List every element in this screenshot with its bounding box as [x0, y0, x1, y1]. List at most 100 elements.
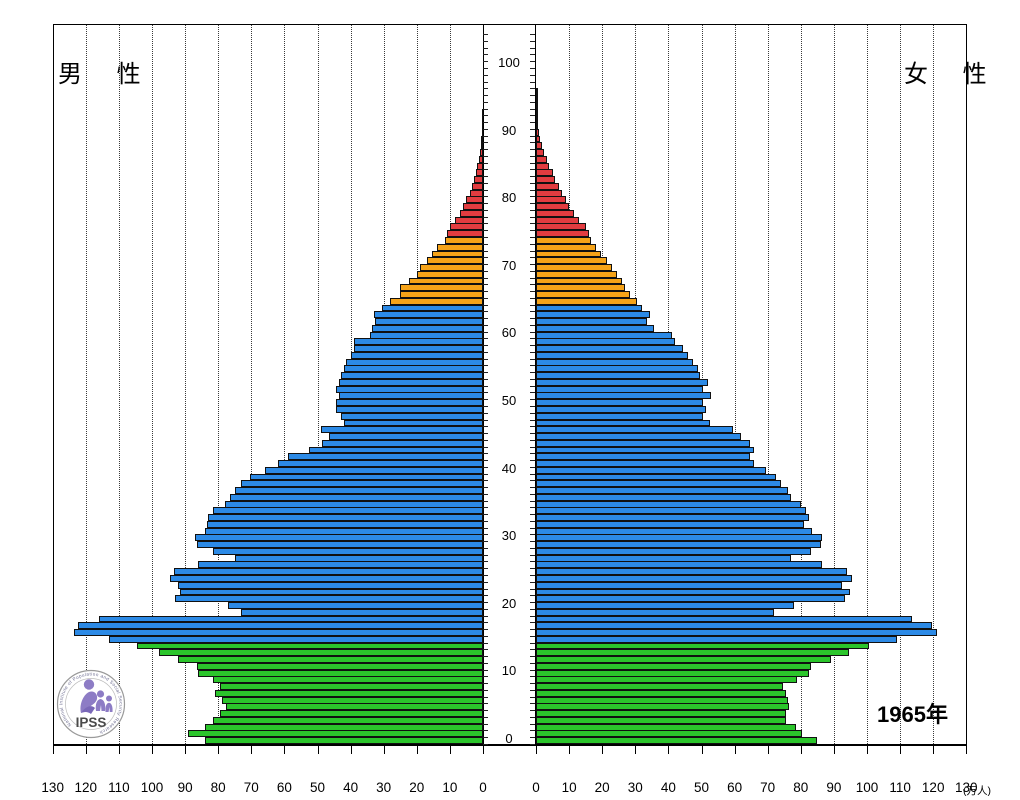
bar-female-age-6 — [536, 696, 788, 704]
age-tick — [529, 730, 535, 732]
age-tick — [529, 541, 535, 543]
bar-male-age-13 — [158, 649, 483, 657]
x-axis-tick — [383, 745, 385, 754]
age-tick — [483, 101, 488, 103]
age-tick — [483, 527, 488, 529]
bar-female-age-94 — [536, 101, 538, 109]
age-tick — [529, 439, 535, 441]
x-label-90: 90 — [826, 780, 842, 795]
x-axis-tick — [800, 745, 802, 754]
age-tick — [529, 689, 535, 691]
age-tick — [529, 547, 535, 549]
bar-male-age-60 — [370, 331, 483, 339]
age-tick — [529, 602, 535, 604]
bar-female-age-44 — [536, 439, 750, 447]
age-tick — [483, 419, 488, 421]
bar-female-age-80 — [536, 196, 566, 204]
age-tick — [483, 338, 488, 340]
bar-male-age-25 — [173, 568, 483, 576]
bar-male-age-15 — [108, 635, 483, 643]
age-tick — [529, 122, 535, 124]
age-tick — [483, 61, 488, 63]
bar-male-age-45 — [329, 433, 483, 440]
age-tick — [483, 284, 488, 286]
x-label-60: 60 — [727, 780, 743, 795]
x-label-40: 40 — [660, 780, 676, 795]
x-axis-tick — [118, 745, 120, 754]
age-label-70: 70 — [501, 257, 517, 273]
x-label-130: 130 — [955, 780, 978, 795]
bar-male-age-46 — [320, 426, 483, 434]
bar-female-age-52 — [536, 385, 704, 393]
gridline — [833, 24, 835, 744]
bar-female-age-65 — [536, 297, 637, 305]
age-tick — [529, 351, 535, 353]
age-tick — [529, 716, 535, 718]
age-label-60: 60 — [501, 325, 517, 341]
age-tick — [483, 162, 488, 164]
bar-female-age-73 — [536, 243, 596, 251]
age-tick — [529, 534, 535, 536]
age-tick — [529, 392, 535, 394]
age-tick — [529, 581, 535, 583]
bar-female-age-20 — [536, 602, 795, 609]
age-tick — [483, 669, 488, 671]
x-axis-tick — [284, 745, 286, 754]
age-tick — [529, 615, 535, 617]
age-tick — [483, 250, 488, 252]
x-label-70: 70 — [760, 780, 776, 795]
bar-male-age-86 — [478, 155, 483, 163]
age-tick — [483, 142, 488, 144]
axis-unit-label: (万人) — [963, 785, 991, 797]
bar-female-age-45 — [536, 433, 742, 440]
bar-female-age-84 — [536, 169, 553, 177]
bar-female-age-0 — [536, 737, 818, 745]
age-tick — [483, 358, 488, 360]
age-tick — [483, 629, 488, 631]
age-tick — [483, 703, 488, 705]
bar-male-age-18 — [99, 615, 483, 623]
age-tick — [483, 311, 488, 313]
bar-female-age-64 — [536, 304, 642, 312]
bar-female-age-12 — [536, 656, 831, 663]
age-tick — [483, 487, 488, 489]
male-side-label: 男 性 — [58, 61, 155, 88]
age-tick — [529, 683, 535, 685]
age-tick — [529, 128, 535, 130]
bar-female-age-91 — [536, 122, 538, 129]
age-tick — [529, 216, 535, 218]
age-tick — [529, 676, 535, 678]
x-axis-tick — [701, 745, 703, 754]
bar-female-age-39 — [536, 473, 776, 481]
bar-male-age-85 — [477, 162, 483, 170]
gridline — [933, 24, 935, 744]
x-label-30: 30 — [376, 780, 392, 795]
bar-female-age-25 — [536, 568, 848, 576]
age-tick — [483, 95, 488, 97]
age-tick — [529, 358, 535, 360]
age-tick — [483, 88, 488, 90]
bar-male-age-77 — [454, 216, 483, 224]
bar-male-age-39 — [249, 473, 483, 481]
age-tick — [483, 514, 488, 516]
age-tick — [529, 588, 535, 590]
bar-male-age-79 — [463, 203, 483, 211]
gridline — [767, 24, 769, 744]
bar-male-age-31 — [204, 527, 483, 535]
age-tick — [483, 149, 488, 151]
bar-female-age-82 — [536, 182, 560, 190]
age-tick — [483, 196, 488, 198]
age-tick — [483, 40, 488, 42]
bar-female-age-85 — [536, 162, 550, 170]
age-tick — [529, 189, 535, 191]
x-label-0: 0 — [479, 780, 487, 795]
age-tick — [529, 162, 535, 164]
age-tick — [483, 541, 488, 543]
age-tick — [483, 595, 488, 597]
age-tick — [529, 108, 535, 110]
age-tick — [529, 277, 535, 279]
age-tick — [483, 216, 488, 218]
age-tick — [483, 689, 488, 691]
female-age-axis — [535, 24, 536, 744]
